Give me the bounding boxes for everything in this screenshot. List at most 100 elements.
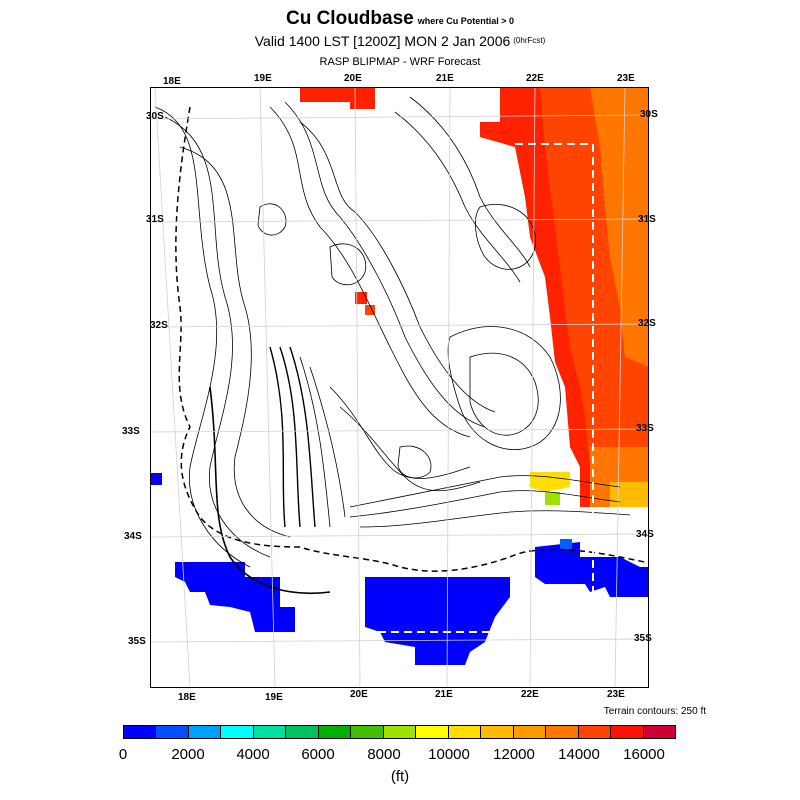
terrain-contour [154, 106, 251, 568]
top-lon-label: 20E [344, 73, 362, 84]
terrain-contour [447, 326, 561, 450]
bottom-lon-label: 23E [607, 689, 625, 700]
terrain-contour [329, 243, 367, 286]
grid-line-lat [150, 638, 649, 643]
top-lon-label: 22E [526, 73, 544, 84]
grid-line-lat [150, 428, 649, 433]
right-lat-label: 32S [638, 318, 656, 329]
colorbar-swatch [578, 726, 612, 738]
cloudbase-field-blue-west [175, 562, 295, 632]
right-lat-label: 33S [636, 423, 654, 434]
title-row: Cu Cloudbase where Cu Potential > 0 [0, 8, 800, 30]
right-lat-label: 31S [638, 214, 656, 225]
terrain-contour [309, 366, 346, 518]
grid-line-lon [614, 87, 626, 688]
bottom-lon-label: 22E [521, 689, 539, 700]
title-note: where Cu Potential > 0 [417, 16, 514, 26]
map-frame [150, 87, 649, 688]
grid-line-lat [150, 218, 649, 223]
colorbar-tick-label: 10000 [428, 746, 470, 763]
cloudbase-field-lime [545, 492, 560, 505]
top-lon-label: 23E [617, 73, 635, 84]
colorbar-tick-label: 8000 [367, 746, 401, 763]
top-lon-label: 19E [254, 73, 272, 84]
bottom-lon-label: 21E [435, 689, 453, 700]
colorbar-tick-label: 2000 [171, 746, 205, 763]
grid-line-lat [150, 323, 649, 328]
grid-line-lon [154, 87, 191, 688]
terrain-contour [394, 111, 521, 283]
top-lon-label: 18E [163, 76, 181, 87]
cloudbase-field-amber [610, 482, 649, 507]
colorbar-swatch [318, 726, 352, 738]
colorbar-swatch [546, 726, 579, 738]
terrain-contour [299, 356, 331, 528]
colorbar-tick-label: 4000 [236, 746, 270, 763]
terrain-contour [359, 510, 631, 528]
terrain-contour [329, 386, 471, 479]
colorbar-swatch [611, 726, 644, 738]
terrain-contour [269, 346, 286, 528]
grid-line-lon [446, 87, 451, 688]
terrain-contour [209, 386, 331, 595]
forecast-hour-note: (0hrFcst) [513, 36, 546, 45]
colorbar-swatch [481, 726, 514, 738]
top-lon-label: 21E [436, 73, 454, 84]
terrain-contour [339, 406, 481, 492]
province-boundaries [365, 143, 594, 633]
bottom-lon-label: 19E [265, 692, 283, 703]
terrain-contour [269, 106, 471, 438]
colorbar-swatch [124, 726, 157, 738]
right-lat-label: 30S [640, 109, 658, 120]
cloudbase-field-blue-dot [150, 473, 162, 485]
terrain-contour [409, 96, 531, 268]
cloudbase-field-north-patch [300, 87, 375, 109]
colorbar-swatch [448, 726, 482, 738]
terrain-contour [475, 204, 536, 270]
low-cloudbase-region [150, 473, 649, 665]
bottom-lon-label: 18E [178, 692, 196, 703]
terrain-contour [179, 146, 291, 538]
grid-line-lat [150, 114, 649, 120]
terrain-contour [289, 346, 316, 528]
right-lat-label: 35S [634, 633, 652, 644]
cloudbase-field-blue-light [560, 539, 572, 549]
cloudbase-field-yellow [530, 472, 570, 492]
terrain-contour [279, 346, 301, 528]
cloudbase-field-blue-central [365, 577, 510, 665]
cloudbase-field-small-patch [355, 292, 367, 304]
left-lat-label: 31S [146, 214, 164, 225]
left-lat-label: 35S [128, 636, 146, 647]
left-lat-label: 32S [150, 320, 168, 331]
grid-line-lon [354, 87, 361, 688]
valid-time-row: Valid 1400 LST [1200Z] MON 2 Jan 2006 (0h… [0, 33, 800, 49]
colorbar-swatch [286, 726, 319, 738]
terrain-contour [469, 352, 539, 436]
colorbar-swatch [351, 726, 384, 738]
map-plot [150, 87, 649, 688]
colorbar-tick-label: 0 [118, 746, 128, 763]
terrain-contour [284, 101, 486, 428]
colorbar-swatch [383, 726, 417, 738]
terrain-contours-note: Terrain contours: 250 ft [603, 706, 706, 717]
colorbar-swatch [188, 726, 222, 738]
colorbar-swatch [253, 726, 287, 738]
cloudbase-field-blue-east [535, 542, 649, 597]
terrain-contour [397, 445, 432, 479]
left-lat-label: 30S [146, 111, 164, 122]
terrain-contour [349, 475, 621, 508]
colorbar-swatch [156, 726, 189, 738]
colorbar-swatch [416, 726, 449, 738]
colorbar [123, 725, 676, 739]
right-lat-label: 34S [636, 529, 654, 540]
left-lat-label: 34S [124, 531, 142, 542]
colorbar-tick-label: 14000 [558, 746, 600, 763]
grid-line-lat [150, 533, 649, 538]
bottom-lon-label: 20E [350, 689, 368, 700]
map-subtitle: RASP BLIPMAP - WRF Forecast [319, 56, 481, 68]
province-boundary [515, 143, 594, 597]
left-lat-label: 33S [122, 426, 140, 437]
grid-line-lon [529, 87, 536, 688]
coastline [175, 106, 649, 572]
terrain-contour [349, 490, 621, 518]
